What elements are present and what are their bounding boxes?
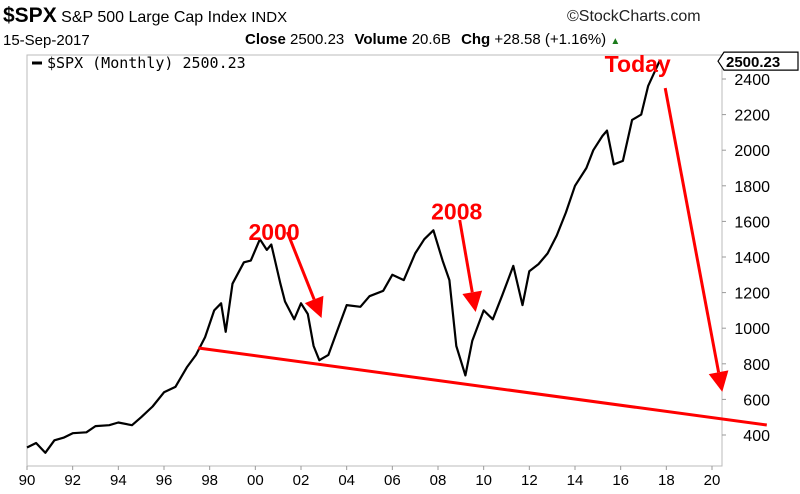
x-tick-label: 08 (430, 472, 447, 489)
x-tick-label: 00 (247, 472, 264, 489)
annotation-arrowhead (462, 290, 483, 313)
y-tick-label: 2400 (734, 72, 770, 89)
y-tick-label: 1800 (734, 179, 770, 196)
x-tick-label: 10 (475, 472, 492, 489)
x-tick-label: 94 (110, 472, 127, 489)
close-label: Close (245, 31, 286, 48)
x-tick-label: 96 (156, 472, 173, 489)
volume-value: 20.6B (411, 31, 451, 48)
x-tick-label: 14 (567, 472, 584, 489)
copyright: ©StockCharts.com (567, 8, 701, 25)
annotation-arrow-shaft (285, 231, 316, 301)
x-tick-label: 18 (658, 472, 675, 489)
title-row: $SPX S&P 500 Large Cap Index INDX (3, 4, 287, 28)
chg-label: Chg (461, 31, 491, 48)
volume-label: Volume (354, 31, 408, 48)
index-name: S&P 500 Large Cap Index (61, 9, 247, 26)
spx-price-line (26, 60, 661, 454)
y-tick-label: 2000 (734, 143, 770, 160)
x-tick-label: 12 (521, 472, 538, 489)
x-tick-label: 16 (612, 472, 629, 489)
y-tick-label: 600 (743, 392, 770, 409)
x-tick-label: 90 (19, 472, 36, 489)
annotation-arrowhead (304, 295, 324, 319)
x-tick-label: 02 (293, 472, 310, 489)
x-tick-label: 06 (384, 472, 401, 489)
y-tick-label: 1600 (734, 214, 770, 231)
annotation-arrow-shaft (458, 219, 474, 293)
chg-value: +28.58 (+1.16%) (494, 31, 607, 48)
x-tick-label: 98 (201, 472, 218, 489)
annotation-label-2008: 2008 (431, 199, 482, 225)
y-tick-label: 1400 (734, 250, 770, 267)
last-value-label: 2500.23 (726, 54, 780, 71)
quote-row: Close 2500.23 Volume 20.6B Chg +28.58 (+… (245, 31, 620, 48)
date: 15-Sep-2017 (3, 32, 90, 49)
x-tick-label: 20 (704, 472, 721, 489)
y-tick-label: 2200 (734, 108, 770, 125)
exchange: INDX (251, 9, 288, 26)
symbol: $SPX (3, 4, 57, 27)
close-value: 2500.23 (290, 31, 345, 48)
x-tick-label: 04 (338, 472, 355, 489)
y-tick-label: 1000 (734, 321, 770, 338)
x-tick-label: 92 (64, 472, 81, 489)
annotation-arrowhead (708, 370, 729, 392)
annotation-arrow-shaft (663, 87, 721, 373)
annotation-label-2000: 2000 (248, 219, 299, 245)
y-tick-label: 800 (743, 357, 770, 374)
support-trendline (198, 346, 768, 427)
annotation-label-today: Today (605, 51, 671, 77)
triangle-up-icon: ▲ (610, 36, 621, 47)
y-tick-label: 400 (743, 428, 770, 445)
last-value-tag (717, 51, 799, 71)
plot-frame (26, 54, 723, 467)
y-tick-label: 1200 (734, 286, 770, 303)
legend-label: $SPX (Monthly) 2500.23 (47, 54, 246, 72)
